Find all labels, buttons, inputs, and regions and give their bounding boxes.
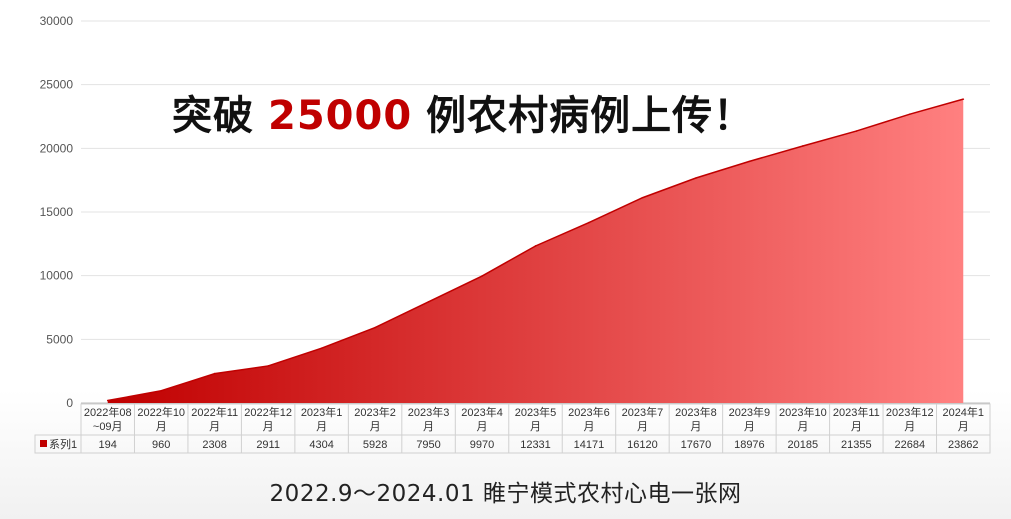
x-category-label: 2023年7 bbox=[622, 405, 664, 419]
x-category-label: 2023年6 bbox=[568, 405, 610, 419]
x-category-label: 2023年9 bbox=[729, 405, 771, 419]
headline-prefix: 突破 bbox=[172, 93, 254, 139]
y-axis: 0 5000 10000 15000 20000 25000 30000 bbox=[40, 14, 74, 410]
x-category-label: 2023年11 bbox=[833, 405, 880, 419]
y-tick-label: 5000 bbox=[46, 332, 73, 346]
table-value: 17670 bbox=[681, 439, 712, 451]
table-value: 22684 bbox=[894, 439, 925, 451]
x-category-label: 2023年10 bbox=[779, 405, 827, 419]
x-category-label: 月 bbox=[583, 421, 594, 433]
x-category-label: 2024年1 bbox=[942, 405, 984, 419]
table-value: 21355 bbox=[841, 439, 872, 451]
headline-suffix: 例农村病例上传！ bbox=[426, 93, 755, 139]
x-category-label: 月 bbox=[797, 421, 808, 433]
y-tick-label: 10000 bbox=[40, 269, 74, 283]
headline: 突破 25000 例农村病例上传！ bbox=[172, 83, 754, 141]
x-category-label: 月 bbox=[637, 421, 648, 433]
caption: 2022.9～2024.01 睢宁模式农村心电一张网 bbox=[269, 481, 742, 507]
y-tick-label: 0 bbox=[66, 396, 73, 410]
x-category-label: 月 bbox=[477, 421, 488, 433]
y-tick-label: 15000 bbox=[40, 205, 74, 219]
legend-key bbox=[40, 440, 47, 447]
table-value: 2911 bbox=[256, 439, 280, 451]
y-tick-label: 20000 bbox=[40, 141, 74, 155]
x-category-label: 2022年10 bbox=[137, 405, 185, 419]
table-value: 4304 bbox=[309, 439, 333, 451]
x-category-label: 月 bbox=[904, 421, 915, 433]
table-value: 23862 bbox=[948, 439, 979, 451]
x-category-label: 2023年5 bbox=[515, 405, 557, 419]
x-category-label: 月 bbox=[370, 421, 381, 433]
x-category-label: 月 bbox=[851, 421, 862, 433]
table-value: 960 bbox=[152, 439, 170, 451]
data-point bbox=[588, 221, 590, 224]
x-category-label: 2023年3 bbox=[408, 405, 450, 419]
table-value: 194 bbox=[99, 439, 117, 451]
table-value: 5928 bbox=[363, 439, 387, 451]
data-point bbox=[320, 347, 323, 349]
x-category-label: 月 bbox=[316, 421, 327, 433]
table-value: 14171 bbox=[574, 439, 605, 451]
x-category-label: 2022年11 bbox=[191, 405, 238, 419]
table-value: 16120 bbox=[627, 439, 658, 451]
x-category-label: 月 bbox=[156, 421, 167, 433]
data-point bbox=[481, 275, 483, 277]
x-category-label: 2023年1 bbox=[301, 405, 343, 419]
x-category-label: 月 bbox=[423, 421, 434, 433]
x-category-label: 月 bbox=[744, 421, 755, 433]
data-point bbox=[427, 300, 430, 303]
y-tick-label: 30000 bbox=[40, 14, 74, 28]
data-point bbox=[695, 177, 697, 179]
table-value: 9970 bbox=[470, 439, 494, 451]
x-category-label: ~09月 bbox=[93, 421, 123, 433]
data-point bbox=[267, 365, 269, 367]
area-fill bbox=[107, 99, 964, 404]
x-category-label: 2022年08 bbox=[84, 405, 132, 419]
data-point bbox=[106, 399, 109, 402]
data-point bbox=[855, 130, 858, 132]
x-category-label: 2023年4 bbox=[461, 405, 503, 419]
table-row-border bbox=[34, 434, 991, 454]
legend-series-name: 系列1 bbox=[49, 437, 77, 451]
data-point bbox=[748, 160, 751, 163]
x-category-label: 月 bbox=[530, 421, 541, 433]
x-category-label: 月 bbox=[209, 421, 220, 433]
table-value: 18976 bbox=[734, 439, 765, 451]
table-value: 7950 bbox=[416, 439, 440, 451]
area-series bbox=[106, 98, 965, 404]
data-point bbox=[802, 145, 804, 147]
table-value: 20185 bbox=[788, 439, 819, 451]
table-value: 2308 bbox=[202, 439, 226, 451]
x-category-label: 2023年2 bbox=[354, 405, 396, 419]
x-category-label: 月 bbox=[263, 421, 274, 433]
x-category-label: 月 bbox=[958, 421, 969, 433]
x-category-label: 2022年12 bbox=[244, 405, 292, 419]
data-point bbox=[908, 113, 911, 115]
data-point bbox=[160, 389, 163, 392]
data-point bbox=[374, 326, 376, 329]
x-category-label: 2023年12 bbox=[886, 405, 934, 419]
data-point bbox=[962, 98, 965, 100]
y-tick-label: 25000 bbox=[40, 78, 74, 92]
x-category-label: 月 bbox=[690, 421, 701, 433]
headline-number: 25000 bbox=[268, 93, 413, 139]
x-category-label: 2023年8 bbox=[675, 405, 717, 419]
table-value: 12331 bbox=[520, 439, 551, 451]
data-point bbox=[641, 196, 644, 199]
data-point bbox=[213, 372, 216, 375]
data-table: 2022年08 ~09月 2022年10 月 2022年11 月 2022年12 月 2023年… bbox=[34, 403, 991, 454]
data-point bbox=[534, 245, 537, 247]
